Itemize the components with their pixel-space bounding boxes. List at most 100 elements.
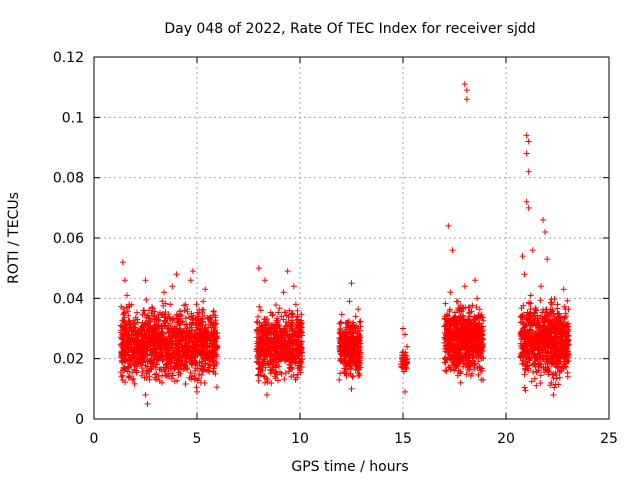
data-point <box>144 400 151 407</box>
data-point <box>171 331 178 338</box>
data-point <box>547 317 554 324</box>
data-point <box>353 362 360 369</box>
y-tick-label: 0.04 <box>53 291 84 307</box>
data-point <box>167 301 174 308</box>
data-point <box>478 323 485 330</box>
data-point <box>282 370 289 377</box>
data-point <box>525 336 532 343</box>
x-tick-label: 20 <box>497 431 515 447</box>
data-point <box>530 351 537 358</box>
data-point <box>163 349 170 356</box>
data-point <box>529 340 536 347</box>
data-point <box>399 358 406 365</box>
data-point <box>534 336 541 343</box>
data-point <box>521 384 528 391</box>
data-point <box>256 366 263 373</box>
data-point <box>189 319 196 326</box>
data-point <box>121 277 128 284</box>
data-point <box>292 322 299 329</box>
data-point <box>276 355 283 362</box>
data-point <box>145 341 152 348</box>
data-point <box>526 362 533 369</box>
data-point <box>521 271 528 278</box>
data-point <box>180 351 187 358</box>
data-point <box>531 360 538 367</box>
data-point <box>459 314 466 321</box>
data-point <box>154 322 161 329</box>
data-point <box>469 302 476 309</box>
data-point <box>135 341 142 348</box>
data-point <box>280 289 287 296</box>
data-point <box>355 373 362 380</box>
data-point <box>552 381 559 388</box>
data-point <box>192 354 199 361</box>
data-point <box>187 277 194 284</box>
data-point <box>529 247 536 254</box>
data-point <box>177 361 184 368</box>
data-point <box>520 360 527 367</box>
data-point <box>165 311 172 318</box>
data-point <box>535 367 542 374</box>
data-point <box>263 329 270 336</box>
data-point <box>548 379 555 386</box>
data-point <box>125 319 132 326</box>
data-point <box>289 310 296 317</box>
data-point <box>134 309 141 316</box>
data-point <box>169 283 176 290</box>
data-point <box>138 331 145 338</box>
data-point <box>288 325 295 332</box>
data-point <box>210 328 217 335</box>
data-point <box>275 377 282 384</box>
data-point <box>542 366 549 373</box>
data-point <box>545 344 552 351</box>
data-point <box>130 328 137 335</box>
data-point <box>476 306 483 313</box>
data-point <box>153 361 160 368</box>
x-tick-label: 25 <box>600 431 618 447</box>
y-tick-label: 0.06 <box>53 231 84 247</box>
data-point <box>201 379 208 386</box>
data-point <box>142 362 149 369</box>
data-point <box>278 313 285 320</box>
data-point <box>119 259 126 266</box>
data-point <box>546 325 553 332</box>
data-point <box>454 298 461 305</box>
data-point <box>525 138 532 145</box>
data-point <box>155 311 162 318</box>
data-point <box>209 349 216 356</box>
data-point <box>210 308 217 315</box>
data-point <box>467 343 474 350</box>
data-point <box>522 322 529 329</box>
data-point <box>525 168 532 175</box>
data-point <box>192 332 199 339</box>
data-point <box>272 370 279 377</box>
data-point <box>342 361 349 368</box>
data-point <box>445 222 452 229</box>
data-point <box>446 322 453 329</box>
data-point <box>447 289 454 296</box>
data-point <box>159 298 166 305</box>
data-point <box>124 363 131 370</box>
data-point <box>123 304 130 311</box>
data-point <box>213 334 220 341</box>
data-point <box>203 354 210 361</box>
data-point <box>294 371 301 378</box>
data-point <box>449 247 456 254</box>
y-axis-ticks: 0 0.02 0.04 0.06 0.08 0.1 0.12 <box>53 50 609 428</box>
data-point <box>181 337 188 344</box>
data-point <box>535 361 542 368</box>
data-point <box>564 373 571 380</box>
data-point <box>277 356 284 363</box>
data-point <box>281 341 288 348</box>
data-point <box>402 388 409 395</box>
data-point <box>200 343 207 350</box>
data-point <box>162 372 169 379</box>
data-point <box>477 312 484 319</box>
data-point <box>154 352 161 359</box>
data-point <box>188 357 195 364</box>
data-point <box>540 356 547 363</box>
data-point <box>476 331 483 338</box>
data-point <box>556 355 563 362</box>
data-point <box>356 366 363 373</box>
data-point <box>470 348 477 355</box>
